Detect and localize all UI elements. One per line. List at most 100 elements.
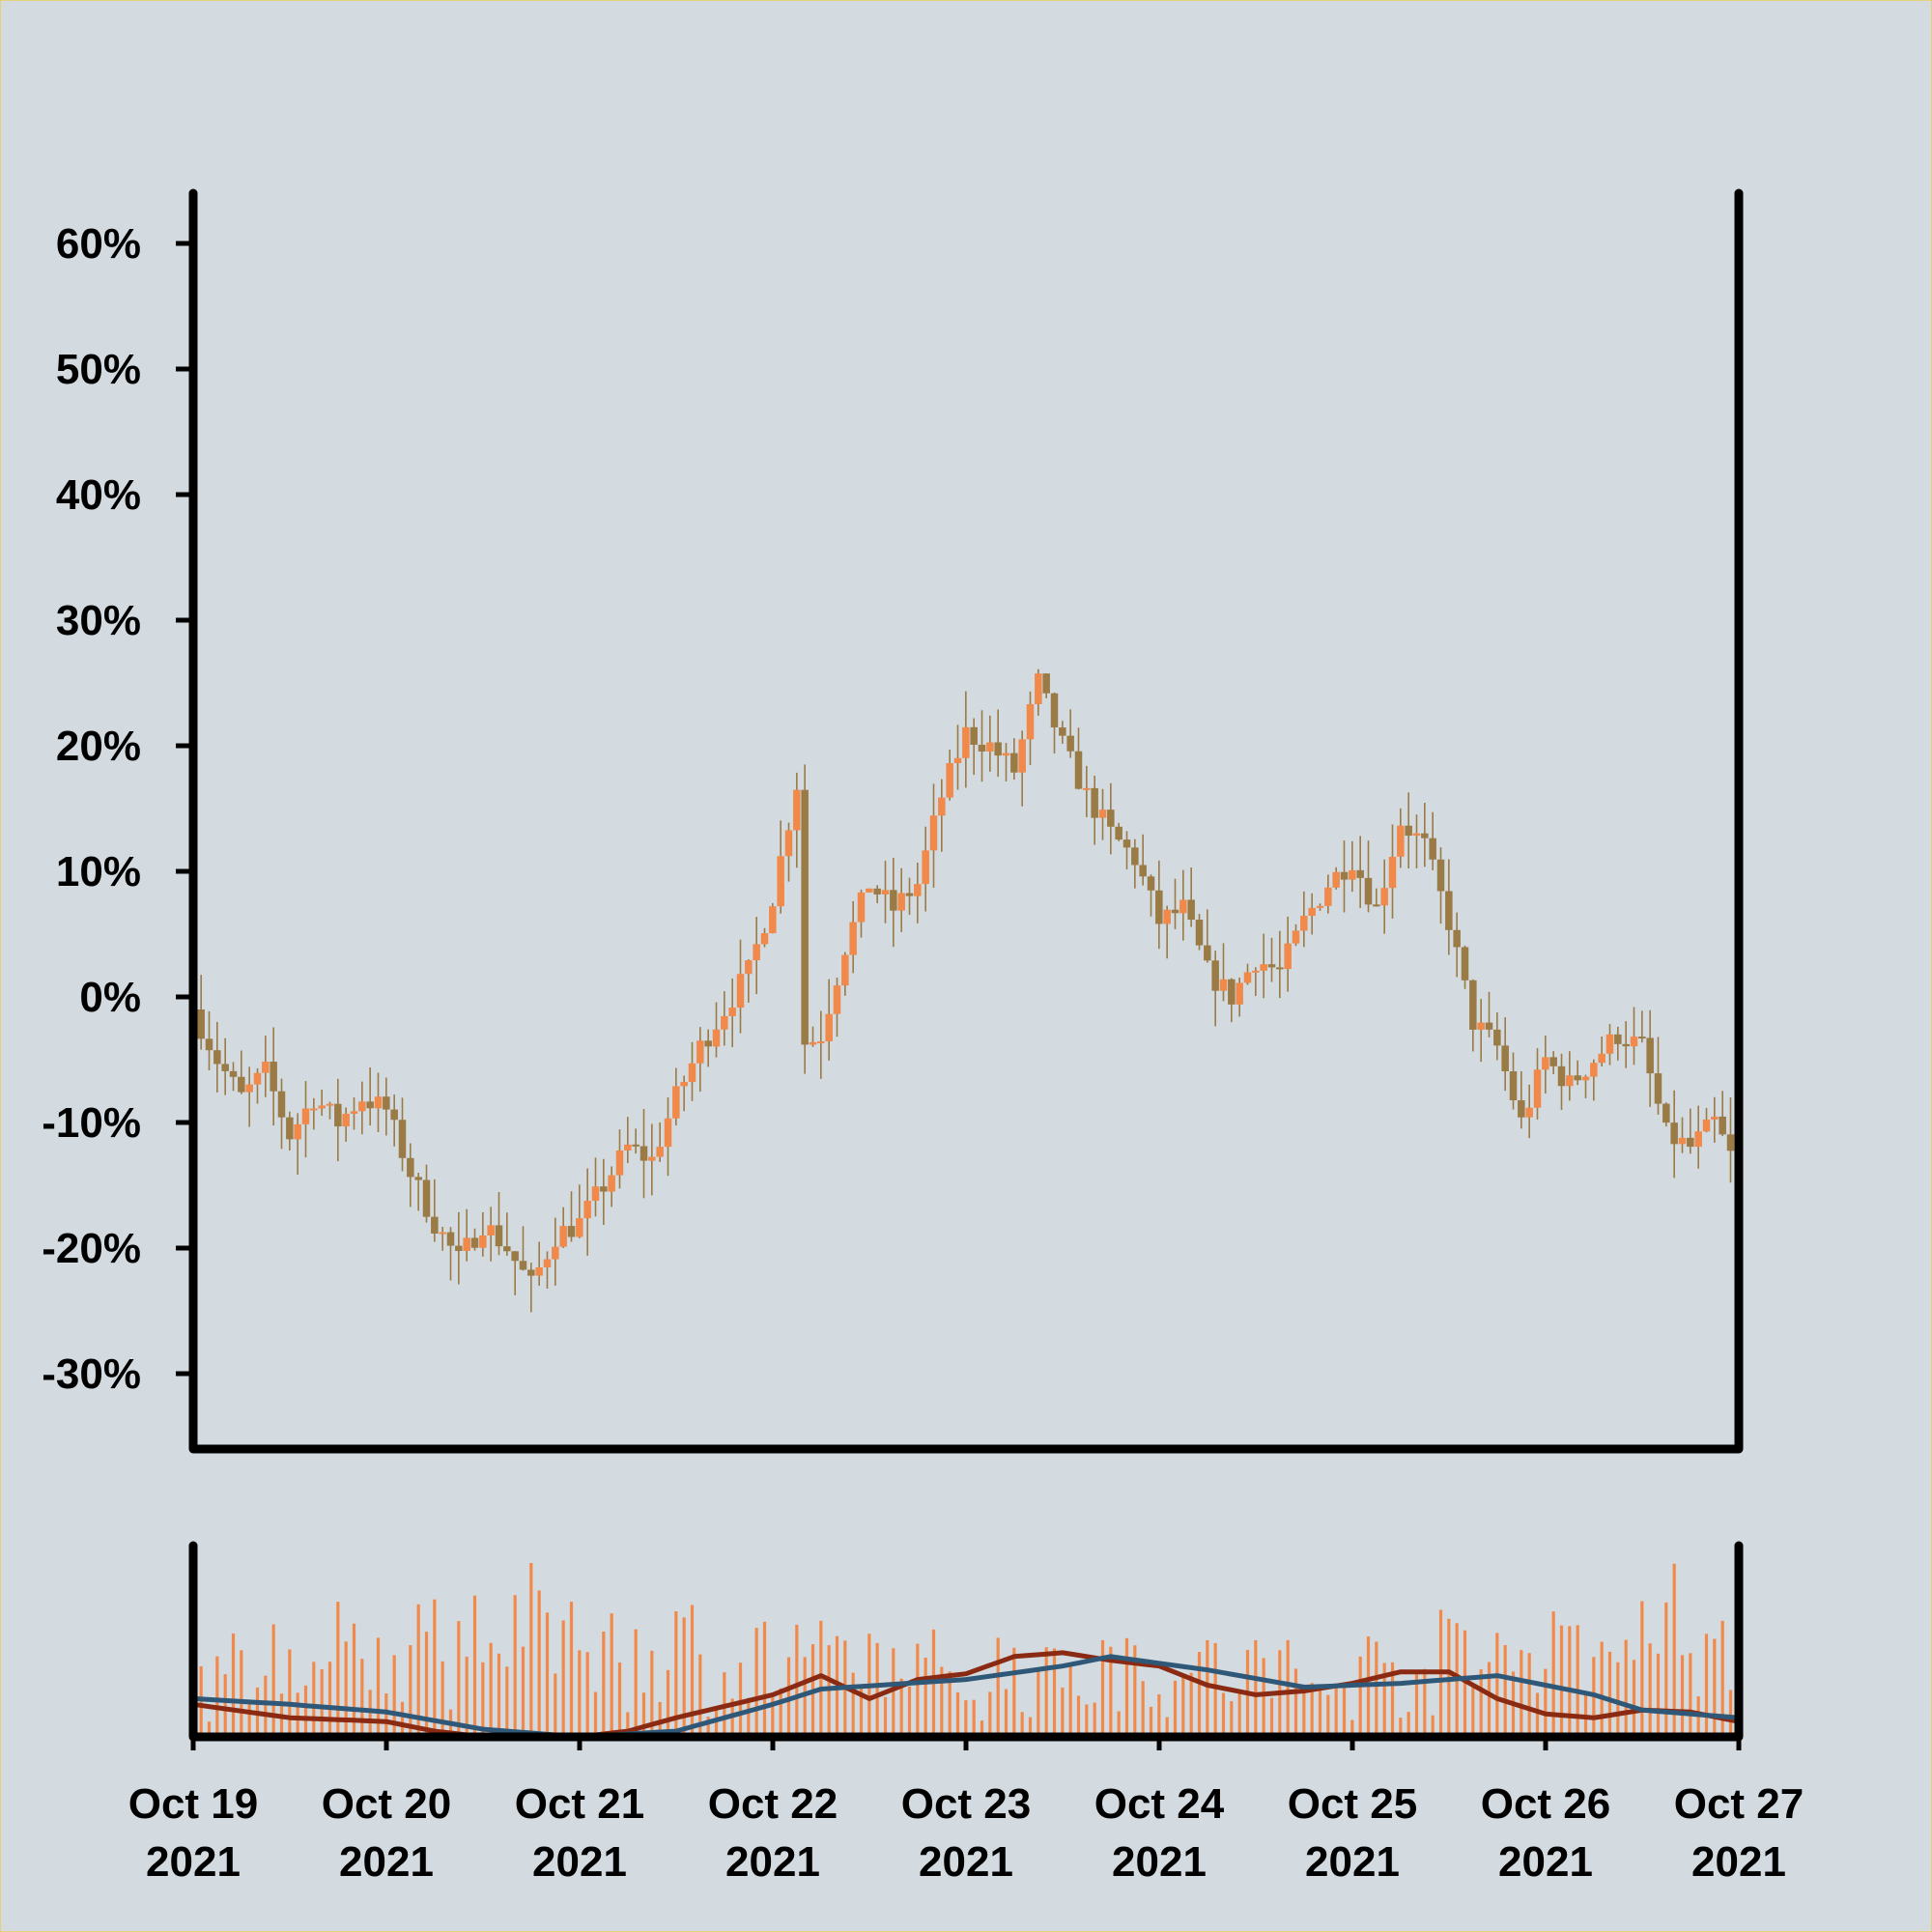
- candle-body: [1702, 1119, 1711, 1132]
- volume-bar: [883, 1696, 888, 1737]
- volume-bar: [1052, 1648, 1057, 1737]
- volume-bar: [972, 1699, 976, 1737]
- candle-body: [1155, 890, 1163, 924]
- x-tick-label-date: Oct 27: [1674, 1780, 1804, 1828]
- volume-bar: [1576, 1625, 1579, 1737]
- volume-bar: [1085, 1704, 1089, 1737]
- candle-body: [728, 1008, 736, 1016]
- candle-body: [1638, 1037, 1646, 1039]
- volume-bar: [240, 1650, 243, 1737]
- candle-body: [745, 960, 753, 975]
- candle-body: [366, 1101, 374, 1109]
- volume-bar: [1133, 1645, 1137, 1737]
- x-tick-label-year: 2021: [1498, 1838, 1593, 1886]
- candle-body: [712, 1029, 721, 1047]
- volume-bar: [795, 1624, 799, 1737]
- candle-body: [639, 1146, 648, 1161]
- candle-body: [1469, 980, 1477, 1030]
- candle-body: [1590, 1063, 1598, 1077]
- volume-bar: [1704, 1634, 1709, 1737]
- volume-bar: [1607, 1651, 1612, 1737]
- x-tick-label-date: Oct 26: [1481, 1780, 1611, 1828]
- volume-bar: [1173, 1680, 1178, 1737]
- volume-bar: [1310, 1683, 1314, 1737]
- candle-body: [1204, 945, 1211, 961]
- volume-bar: [634, 1629, 638, 1737]
- candle-body: [398, 1120, 407, 1158]
- x-tick-label-year: 2021: [532, 1838, 627, 1886]
- volume-bar: [392, 1655, 396, 1737]
- candle-body: [535, 1266, 543, 1276]
- volume-bar: [440, 1661, 444, 1737]
- volume-bar: [561, 1620, 565, 1737]
- volume-bar: [1656, 1653, 1661, 1737]
- candle-body: [479, 1235, 487, 1248]
- volume-bar: [489, 1642, 493, 1737]
- candle-body: [463, 1237, 470, 1252]
- volume-bar: [1165, 1717, 1169, 1737]
- volume-bar: [1149, 1706, 1153, 1737]
- volume-bar: [1124, 1637, 1129, 1737]
- candle-body: [318, 1105, 326, 1109]
- volume-bar: [505, 1666, 509, 1737]
- volume-bar: [1109, 1646, 1113, 1737]
- candle-body: [1670, 1122, 1678, 1145]
- candle-body: [383, 1096, 390, 1110]
- y-tick-label: -10%: [42, 1099, 141, 1147]
- volume-bar: [457, 1621, 461, 1737]
- volume-bar: [1640, 1601, 1644, 1737]
- volume-bar: [747, 1697, 751, 1737]
- candle-body: [1436, 859, 1445, 892]
- candle-body: [1388, 856, 1397, 889]
- volume-bar: [1527, 1653, 1531, 1737]
- candle-body: [431, 1216, 439, 1234]
- candle-body: [374, 1096, 383, 1109]
- volume-bar: [416, 1604, 420, 1737]
- volume-bar: [1044, 1647, 1048, 1737]
- candle-body: [1300, 916, 1308, 931]
- candle-body: [801, 789, 809, 1045]
- candle-body: [270, 1061, 277, 1092]
- candle-body: [656, 1147, 664, 1157]
- volume-bar: [1471, 1685, 1475, 1737]
- x-tick-label-year: 2021: [1691, 1838, 1786, 1886]
- volume-bar: [1495, 1633, 1499, 1737]
- volume-bar: [545, 1612, 550, 1737]
- candle-body: [1147, 876, 1155, 891]
- candle-body: [495, 1225, 503, 1247]
- volume-bar: [1664, 1602, 1668, 1737]
- volume-bar: [1689, 1653, 1692, 1737]
- volume-bar: [481, 1662, 485, 1737]
- volume-bar: [859, 1685, 864, 1737]
- volume-panel: [188, 1541, 1744, 1742]
- volume-bar: [433, 1599, 437, 1737]
- candle-body: [1131, 847, 1139, 866]
- x-tick-label-year: 2021: [339, 1838, 434, 1886]
- volume-bar: [376, 1637, 381, 1737]
- candle-body: [994, 742, 1002, 756]
- candle-body: [632, 1144, 639, 1147]
- volume-bar: [529, 1563, 533, 1737]
- volume-bar: [1503, 1645, 1507, 1737]
- y-tick-label: 50%: [56, 346, 141, 393]
- candle-body: [286, 1117, 294, 1140]
- volume-bar: [1269, 1697, 1274, 1737]
- y-tick-label: -20%: [42, 1225, 141, 1272]
- volume-bar: [1624, 1639, 1628, 1737]
- candle-body: [1614, 1034, 1622, 1044]
- volume-bar: [312, 1662, 316, 1737]
- candle-body: [1549, 1057, 1557, 1066]
- volume-bar: [368, 1690, 372, 1737]
- candle-body: [1332, 871, 1340, 888]
- volume-bar: [1254, 1639, 1258, 1737]
- candle-body: [197, 1009, 205, 1039]
- volume-bar: [360, 1659, 364, 1737]
- candle-body: [736, 974, 745, 1009]
- volume-bar: [1157, 1693, 1161, 1737]
- volume-bar: [1342, 1685, 1347, 1737]
- volume-bar: [1020, 1712, 1024, 1737]
- volume-bar: [1463, 1630, 1467, 1737]
- candle-body: [229, 1070, 238, 1077]
- candle-body: [1195, 920, 1204, 946]
